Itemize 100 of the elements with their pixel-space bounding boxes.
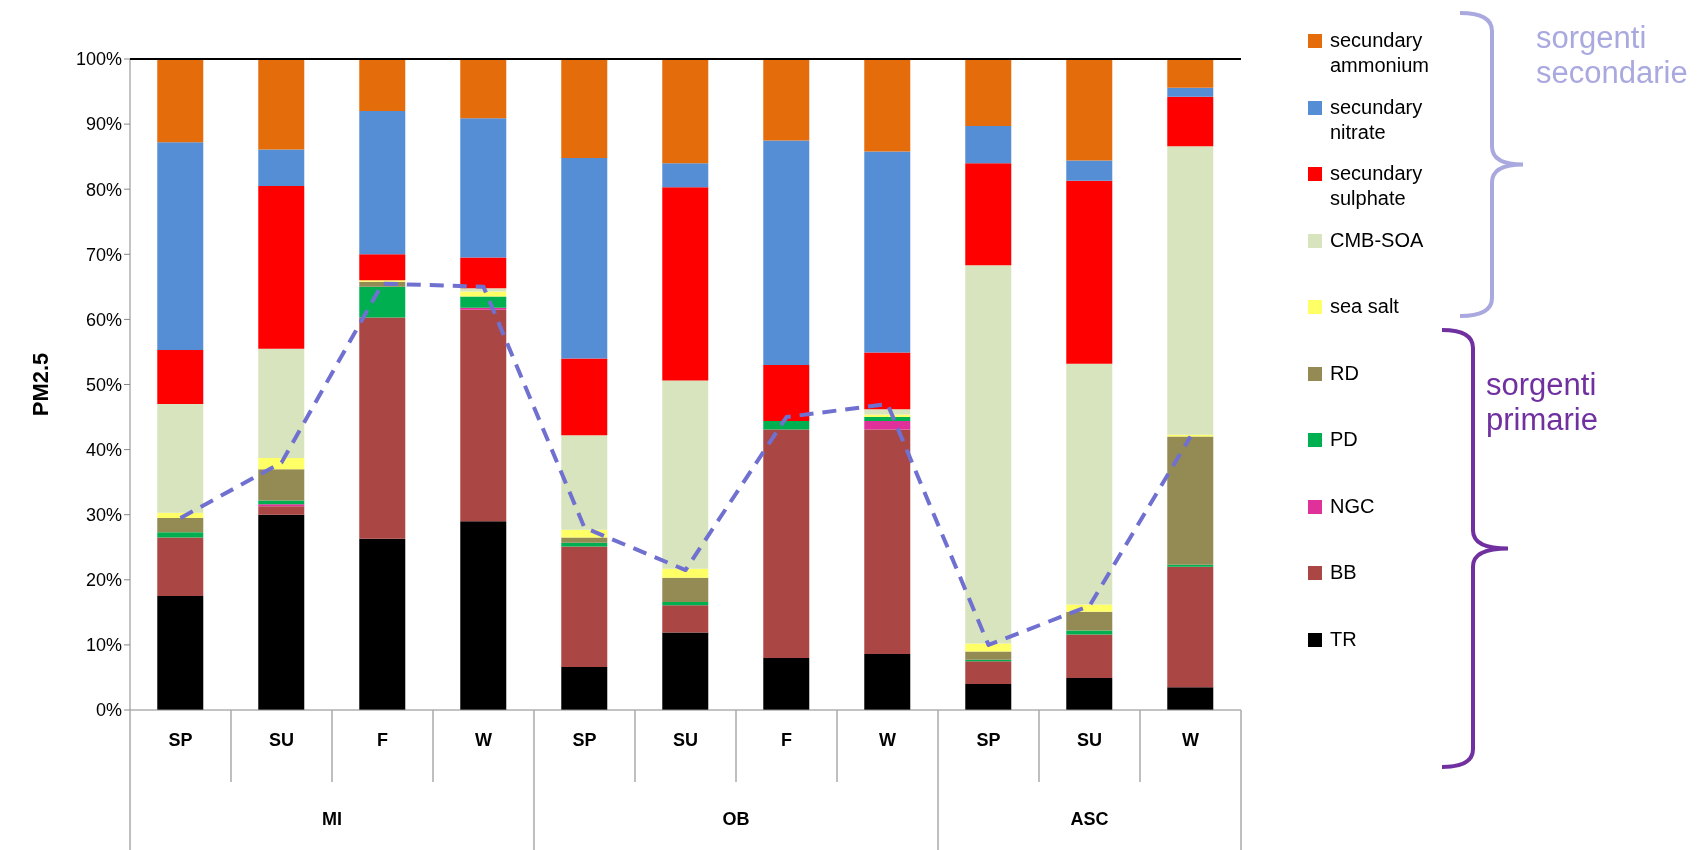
bar [1167, 96, 1214, 147]
legend-label: BB [1330, 560, 1357, 585]
y-axis-title: PM2.5 [27, 352, 53, 417]
bar [662, 577, 709, 602]
text: sorgenti secondarie [1536, 20, 1688, 90]
bar [258, 506, 305, 515]
bar [258, 500, 305, 505]
bar [157, 59, 204, 143]
bar [763, 140, 810, 365]
bar [864, 352, 911, 410]
bar [965, 163, 1012, 266]
bar [864, 151, 911, 353]
bar [965, 265, 1012, 644]
bar [763, 59, 810, 141]
text: sorgenti primarie [1486, 367, 1598, 437]
bar [662, 568, 709, 578]
bar [1066, 363, 1113, 605]
bar [662, 605, 709, 633]
bar [965, 59, 1012, 127]
bar [965, 683, 1012, 710]
bar [763, 364, 810, 421]
y-tick-label: 80% [85, 179, 122, 200]
bar [662, 601, 709, 606]
bar [157, 532, 204, 538]
bar [662, 632, 709, 710]
bar [864, 59, 911, 152]
bar [258, 514, 305, 710]
bar [157, 350, 204, 405]
bar [460, 521, 507, 710]
legend-label: secundary sulphate [1330, 161, 1424, 211]
bar [1066, 678, 1113, 710]
bar [864, 429, 911, 655]
y-tick-label: 50% [85, 374, 122, 395]
bar [662, 59, 709, 164]
bar [561, 358, 608, 436]
line-series [178, 281, 1193, 647]
x-tick-label: W [879, 730, 896, 750]
bar [864, 420, 911, 430]
bar [157, 537, 204, 597]
bar [1066, 180, 1113, 364]
y-tick-label: 10% [85, 635, 122, 656]
bar [864, 654, 911, 710]
bar [561, 542, 608, 547]
text: MI [322, 809, 342, 829]
bar [561, 546, 608, 668]
text: ASC [1070, 809, 1109, 829]
bar [965, 661, 1012, 684]
legend-label: TR [1330, 626, 1357, 652]
y-tick-label: 40% [85, 439, 122, 460]
bar [662, 380, 709, 569]
bar [258, 348, 305, 459]
y-tick-label: 60% [85, 309, 122, 330]
bar [359, 254, 406, 281]
bar [763, 429, 810, 658]
legend-label: NGC [1330, 493, 1375, 519]
y-tick-label: 100% [75, 49, 122, 70]
bar [258, 185, 305, 349]
x-tick-label: SP [572, 730, 597, 750]
legend-label: secundary nitrate [1330, 94, 1424, 145]
bar [460, 59, 507, 119]
bar [460, 118, 507, 258]
legend-label: secundary ammonium [1330, 28, 1430, 78]
bar [662, 163, 709, 188]
bar [157, 596, 204, 710]
x-tick-label: W [475, 730, 492, 750]
bar [965, 126, 1012, 164]
bar [561, 59, 608, 158]
bar [1066, 59, 1113, 161]
bar [359, 111, 406, 255]
x-tick-label: F [781, 730, 792, 750]
bar [1066, 160, 1113, 181]
legend-label: sea salt [1330, 294, 1399, 319]
bar [460, 309, 507, 522]
bar [258, 149, 305, 186]
bar [359, 538, 406, 710]
bar [1167, 566, 1214, 688]
bar [1167, 436, 1214, 565]
bar [561, 157, 608, 359]
text: OB [722, 809, 750, 829]
bar [1167, 59, 1214, 88]
bar [763, 657, 810, 710]
bar [157, 404, 204, 513]
bar [1167, 687, 1214, 710]
bar [561, 537, 608, 543]
x-tick-label: F [377, 730, 388, 750]
bar [662, 187, 709, 381]
y-tick-label: 70% [85, 244, 122, 265]
bar [561, 435, 608, 530]
x-tick-label: W [1182, 730, 1199, 750]
bar [157, 517, 204, 533]
bar [359, 286, 406, 318]
y-tick-label: 0% [95, 700, 122, 721]
y-tick-label: 90% [85, 114, 122, 135]
bar [561, 667, 608, 710]
y-tick-label: 30% [85, 505, 122, 526]
legend-label: RD [1330, 360, 1359, 386]
legend-label: CMB-SOA [1330, 227, 1424, 253]
bar [460, 291, 507, 297]
legend-label: PD [1330, 427, 1358, 452]
bar [1066, 634, 1113, 679]
